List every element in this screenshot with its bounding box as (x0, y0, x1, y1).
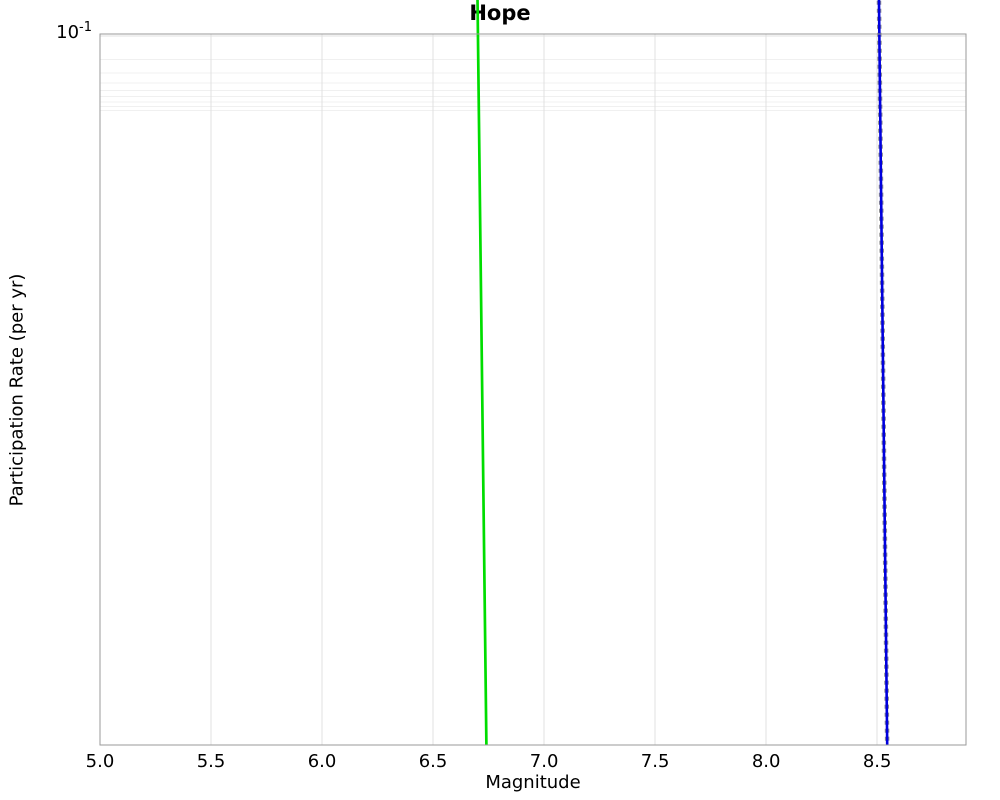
plot-background (100, 34, 966, 745)
y-tick-label: 10-1 (56, 20, 92, 43)
plot-frame (99, 33, 967, 746)
x-tick-label: 6.0 (307, 751, 337, 772)
x-tick-label: 5.0 (85, 751, 115, 772)
y-tick-base: 10 (56, 22, 80, 43)
y-tick-exponent: -1 (79, 20, 92, 35)
x-tick-label: 6.5 (418, 751, 448, 772)
x-tick-label: 5.5 (196, 751, 226, 772)
y-axis-label: Participation Rate (per yr) (6, 273, 28, 507)
x-tick-label: 7.0 (529, 751, 559, 772)
x-tick-label: 8.0 (751, 751, 781, 772)
x-tick-label: 8.5 (862, 751, 892, 772)
x-axis-label: Magnitude (485, 772, 581, 793)
chart-title: Hope (469, 1, 531, 25)
x-tick-label: 7.5 (640, 751, 670, 772)
